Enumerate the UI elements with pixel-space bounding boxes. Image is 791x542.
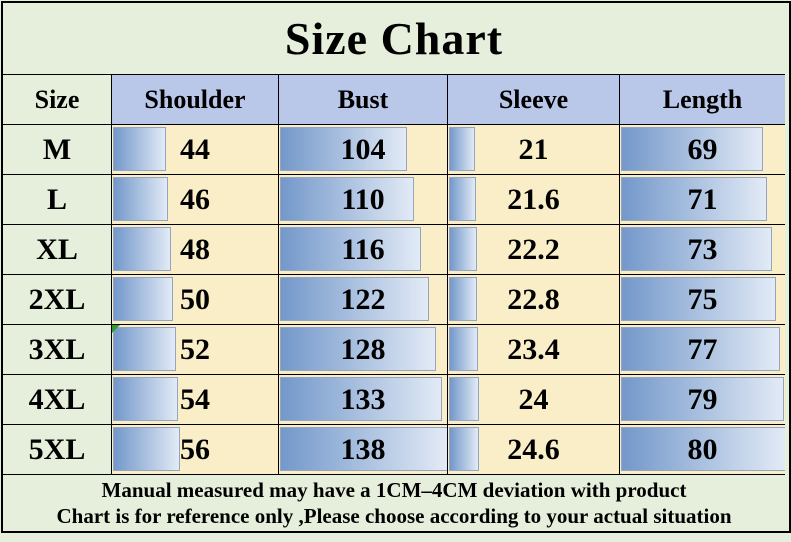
data-bar [621, 227, 772, 271]
header-cell-shoulder: Shoulder [112, 75, 279, 125]
value-cell-sleeve: 24 [448, 375, 620, 425]
value-cell-shoulder: 46 [112, 175, 279, 225]
size-cell: XL [3, 225, 112, 275]
data-bar [621, 127, 764, 171]
value-cell-bust: 128 [279, 325, 448, 375]
value-cell-sleeve: 24.6 [448, 425, 620, 475]
header-cell-sleeve: Sleeve [448, 75, 620, 125]
footer-note: Manual measured may have a 1CM–4CM devia… [3, 475, 785, 531]
value-cell-bust: 133 [279, 375, 448, 425]
size-cell: L [3, 175, 112, 225]
data-bar [621, 277, 776, 321]
data-bar [280, 277, 429, 321]
value-cell-shoulder: 44 [112, 125, 279, 175]
size-cell: 4XL [3, 375, 112, 425]
value-cell-shoulder: 54 [112, 375, 279, 425]
data-bar [113, 177, 169, 221]
value-cell-bust: 122 [279, 275, 448, 325]
data-bar [113, 277, 174, 321]
data-bar [280, 127, 407, 171]
value-cell-sleeve: 22.2 [448, 225, 620, 275]
size-cell: 5XL [3, 425, 112, 475]
value-cell-sleeve: 21.6 [448, 175, 620, 225]
data-bar [280, 377, 442, 421]
value-cell-shoulder: 56 [112, 425, 279, 475]
value-cell-bust: 110 [279, 175, 448, 225]
chart-title: Size Chart [3, 3, 785, 75]
value-cell-length: 77 [620, 325, 785, 375]
value-cell-shoulder: 48 [112, 225, 279, 275]
value-cell-bust: 138 [279, 425, 448, 475]
data-bar [621, 327, 780, 371]
data-bar [280, 227, 422, 271]
data-bar [113, 377, 178, 421]
value-cell-length: 80 [620, 425, 785, 475]
data-bar [449, 277, 478, 321]
value-cell-length: 69 [620, 125, 785, 175]
value-cell-bust: 104 [279, 125, 448, 175]
size-cell: M [3, 125, 112, 175]
value-cell-shoulder: 52 [112, 325, 279, 375]
size-cell: 3XL [3, 325, 112, 375]
data-bar [113, 227, 171, 271]
data-bar [280, 177, 414, 221]
cell-error-indicator-triangle [112, 325, 120, 333]
value-cell-bust: 116 [279, 225, 448, 275]
value-cell-length: 75 [620, 275, 785, 325]
data-bar [113, 427, 181, 471]
data-bar [449, 227, 477, 271]
data-bar [113, 327, 176, 371]
data-bar [449, 427, 480, 471]
data-bar [621, 427, 785, 471]
value-cell-sleeve: 23.4 [448, 325, 620, 375]
header-cell-size: Size [3, 75, 112, 125]
size-cell: 2XL [3, 275, 112, 325]
header-cell-length: Length [620, 75, 785, 125]
data-bar [113, 127, 166, 171]
data-bar [449, 327, 478, 371]
header-cell-bust: Bust [279, 75, 448, 125]
value-cell-length: 71 [620, 175, 785, 225]
value-cell-length: 79 [620, 375, 785, 425]
data-bar [449, 127, 476, 171]
value-cell-length: 73 [620, 225, 785, 275]
data-bar [449, 377, 479, 421]
data-bar [280, 427, 447, 471]
footer-note-line2: Chart is for reference only ,Please choo… [56, 504, 732, 528]
data-bar [621, 377, 784, 421]
data-bar [280, 327, 436, 371]
value-cell-shoulder: 50 [112, 275, 279, 325]
data-bar [449, 177, 476, 221]
value-cell-sleeve: 22.8 [448, 275, 620, 325]
data-bar [621, 177, 768, 221]
footer-note-line1: Manual measured may have a 1CM–4CM devia… [101, 478, 687, 502]
value-cell-sleeve: 21 [448, 125, 620, 175]
